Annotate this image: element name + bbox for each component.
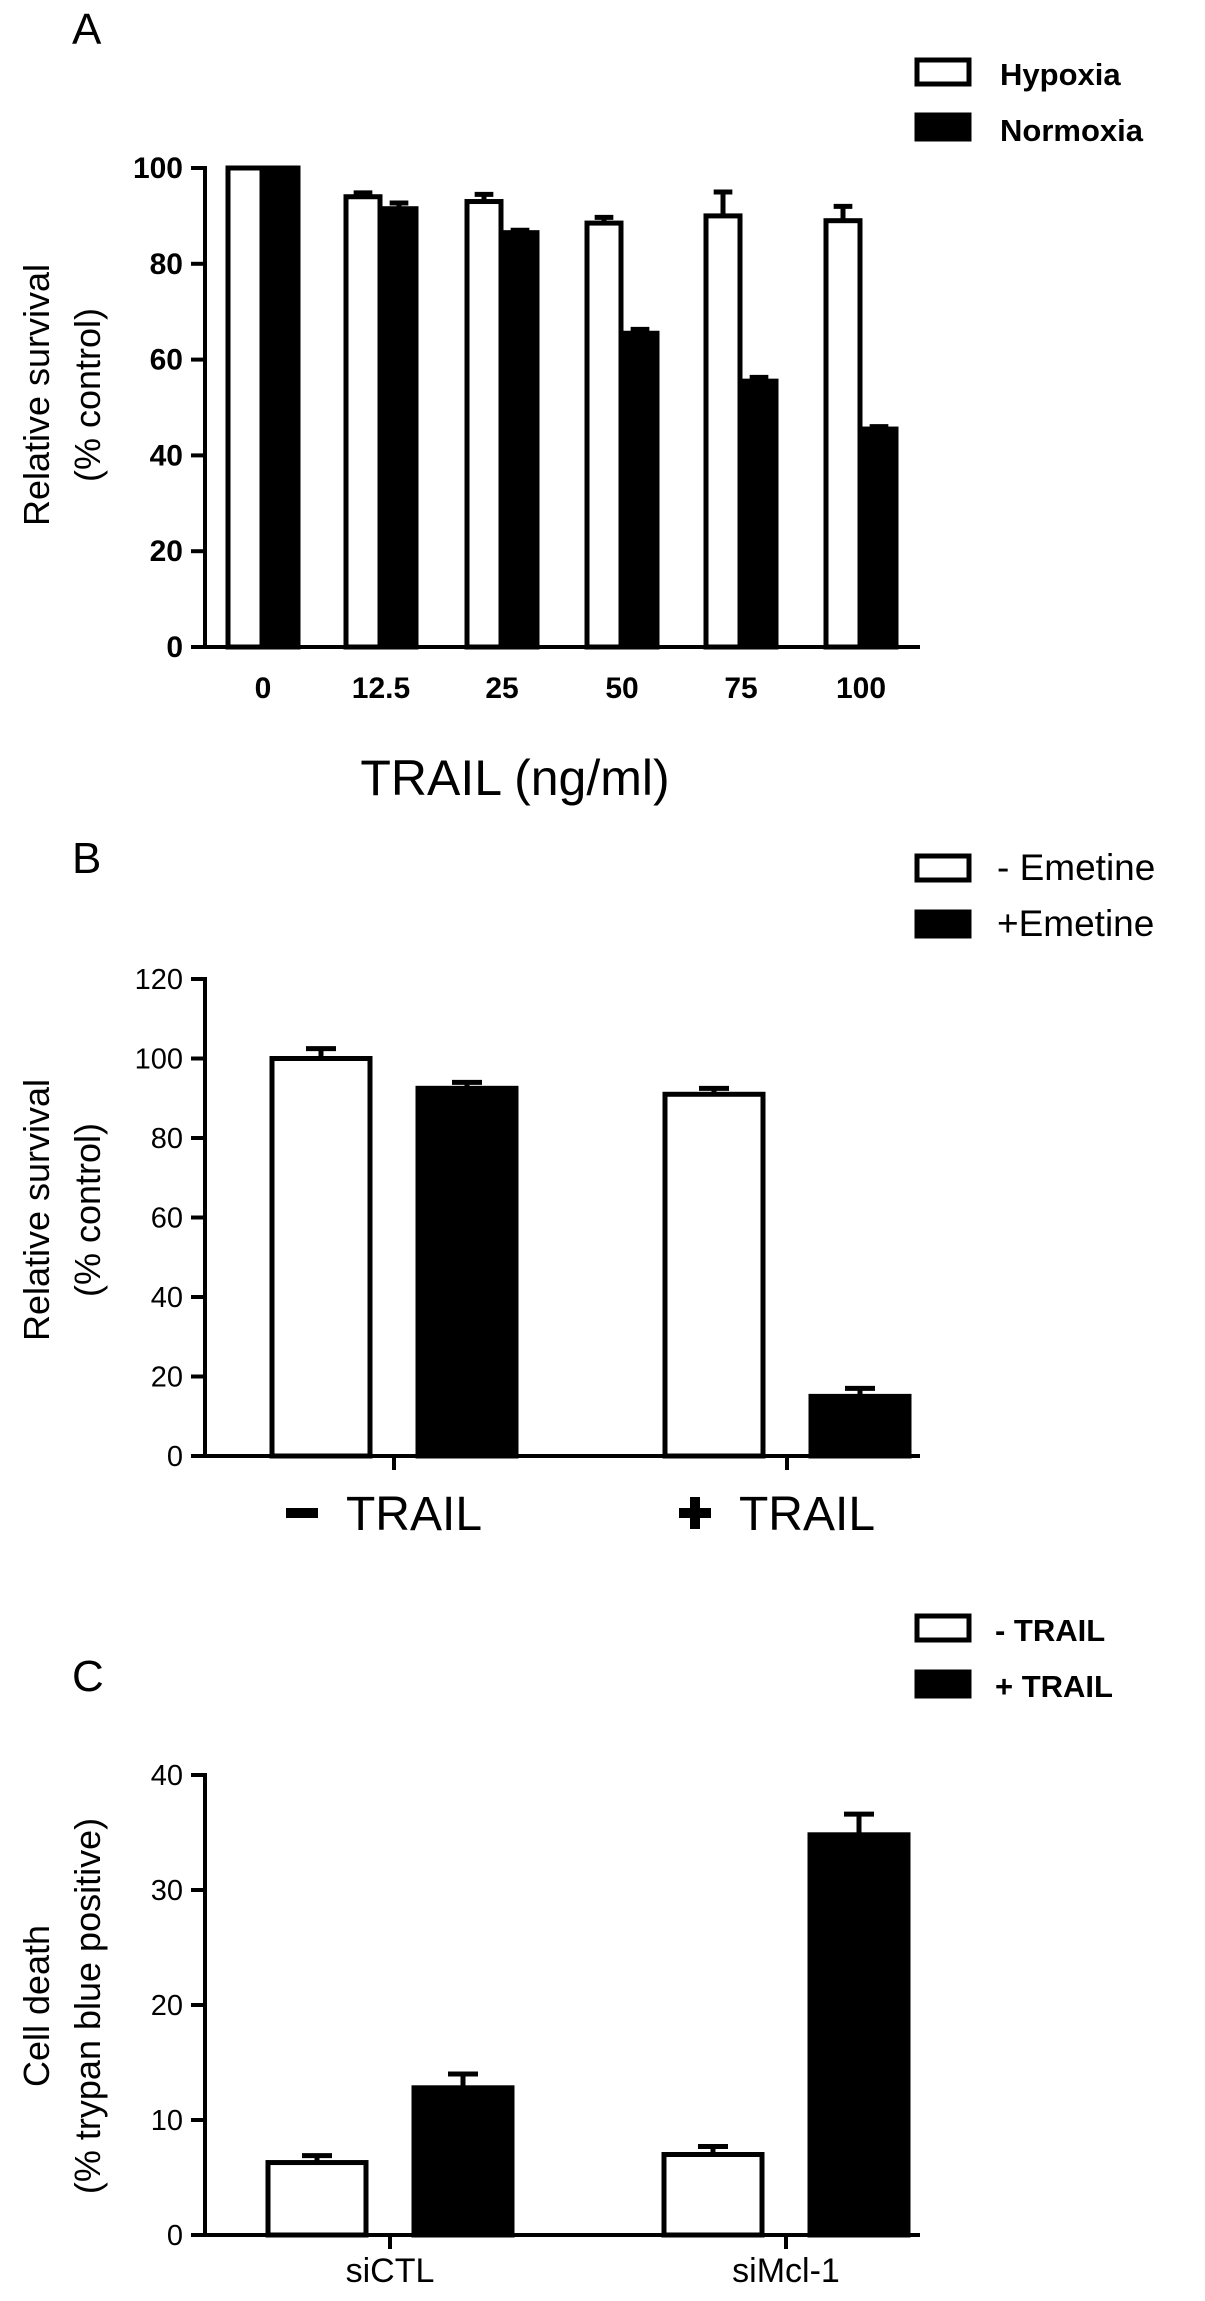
bar	[661, 2152, 765, 2238]
bar	[411, 2085, 515, 2238]
bar	[808, 1393, 912, 1459]
bar	[807, 1832, 911, 2238]
bar	[620, 330, 660, 650]
y-axis-title-b-line1: Relative survival	[16, 1079, 57, 1341]
x-tick-label: siMcl-1	[732, 2252, 840, 2290]
legend-label-plus-emetine: +Emetine	[997, 903, 1154, 944]
y-tick-label: 0	[167, 2220, 183, 2252]
legend-label-normoxia: Normoxia	[1000, 113, 1144, 148]
bar	[859, 426, 899, 650]
bar	[823, 218, 863, 650]
legend-label-minus-trail: - TRAIL	[995, 1613, 1105, 1648]
bar	[703, 213, 743, 650]
x-tick-label: 100	[836, 672, 886, 705]
y-tick-label: 40	[151, 1760, 183, 1792]
legend-swatch-minus-trail	[914, 1613, 972, 1643]
y-tick-label: 20	[151, 1990, 183, 2022]
y-tick-label: 10	[151, 2105, 183, 2137]
y-tick-label: 120	[135, 964, 183, 996]
y-tick-label: 40	[150, 439, 183, 472]
bar	[464, 199, 504, 650]
y-tick-label: 80	[151, 1123, 183, 1155]
x-tick-label: 12.5	[352, 672, 410, 705]
y-axis-title-a-line2: (% control)	[67, 308, 108, 482]
x-axis-title-a: TRAIL (ng/ml)	[360, 750, 669, 806]
y-axis-title-a-line1: Relative survival	[16, 264, 57, 526]
x-tick-label: 0	[255, 672, 272, 705]
x-tick-label: 50	[605, 672, 638, 705]
legend-a: Hypoxia Normoxia	[914, 57, 1144, 148]
y-tick-label: 0	[166, 631, 183, 664]
x-tick-label: siCTL	[346, 2252, 435, 2290]
y-tick-label: 0	[167, 1441, 183, 1473]
y-tick-label: 60	[151, 1203, 183, 1235]
bar	[500, 230, 540, 650]
legend-c: - TRAIL + TRAIL	[914, 1613, 1113, 1704]
panel-a-chart: Hypoxia Normoxia Relative survival (% co…	[16, 57, 1144, 806]
y-tick-label: 100	[133, 152, 183, 185]
legend-swatch-plus-emetine	[914, 909, 972, 939]
panel-c-chart: - TRAIL + TRAIL Cell death (% trypan blu…	[16, 1613, 1113, 2290]
y-tick-label: 20	[151, 1362, 183, 1394]
legend-label-plus-trail: + TRAIL	[995, 1669, 1113, 1704]
bar	[265, 2160, 369, 2238]
legend-swatch-hypoxia	[914, 57, 972, 87]
x-tick-label: 25	[485, 672, 518, 705]
x-tick-label: TRAIL	[346, 1488, 482, 1541]
bar	[343, 194, 383, 650]
bar	[662, 1091, 766, 1459]
bar	[269, 1056, 373, 1459]
bar	[739, 378, 779, 650]
panel-label-c: C	[72, 1652, 104, 1701]
panel-label-a: A	[72, 5, 102, 54]
y-axis-title-c-line1: Cell death	[16, 1925, 57, 2087]
x-tick-label: TRAIL	[739, 1488, 875, 1541]
legend-label-hypoxia: Hypoxia	[1000, 57, 1121, 92]
panel-label-b: B	[72, 834, 101, 883]
minus-sign-icon	[286, 1508, 318, 1518]
y-tick-label: 80	[150, 248, 183, 281]
legend-b: - Emetine +Emetine	[914, 847, 1155, 944]
y-tick-label: 40	[151, 1282, 183, 1314]
y-axis-title-b-line2: (% control)	[67, 1123, 108, 1297]
legend-label-minus-emetine: - Emetine	[997, 847, 1155, 888]
plus-sign-icon	[690, 1497, 700, 1529]
bar	[225, 165, 265, 650]
bar	[261, 165, 301, 650]
x-tick-label: 75	[724, 672, 757, 705]
legend-swatch-normoxia	[914, 112, 972, 142]
y-tick-label: 20	[150, 535, 183, 568]
y-tick-label: 100	[135, 1044, 183, 1076]
bar	[415, 1085, 519, 1459]
bar	[584, 220, 624, 650]
y-tick-label: 60	[150, 344, 183, 377]
y-axis-title-c-line2: (% trypan blue positive)	[67, 1818, 108, 2194]
legend-swatch-plus-trail	[914, 1669, 972, 1699]
legend-swatch-minus-emetine	[914, 853, 972, 883]
bar	[379, 206, 419, 650]
y-tick-label: 30	[151, 1875, 183, 1907]
panel-b-chart: - Emetine +Emetine Relative survival (% …	[16, 847, 1155, 1541]
